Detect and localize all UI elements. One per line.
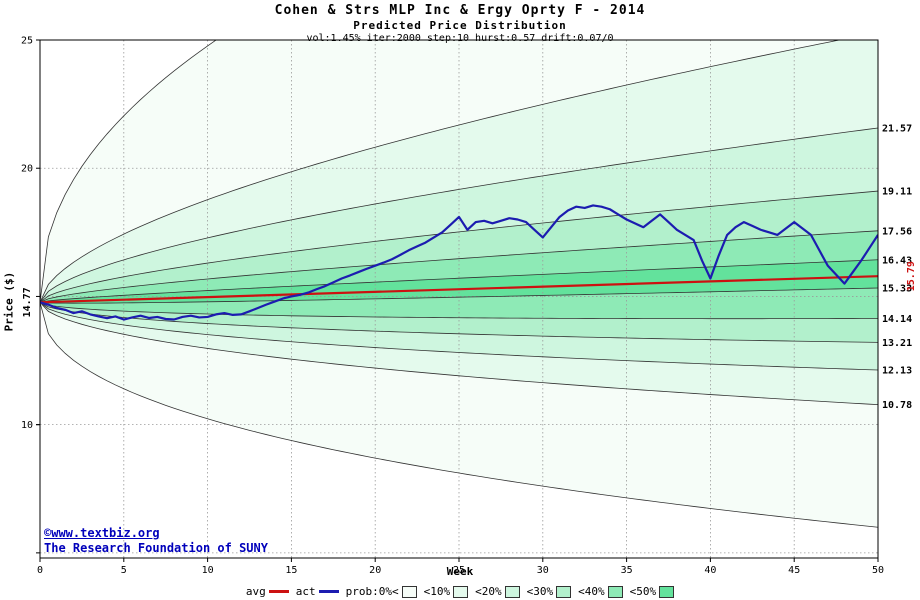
band-edge-top-<20%: [40, 127, 878, 303]
x-tick-label: 0: [37, 565, 43, 576]
y-axis-title: Price ($): [2, 271, 16, 332]
legend-band-2: <20%: [475, 585, 520, 598]
copyright-link[interactable]: ©www.textbiz.org: [44, 526, 160, 540]
legend-band-3-label: <30%: [526, 585, 554, 598]
band-edge-bottom-<20%: [40, 302, 878, 371]
band-edge-top-<50%: [40, 259, 878, 303]
legend-band-3: <30%: [527, 585, 572, 598]
band-edge-bottom-<10%: [40, 302, 878, 406]
x-tick-label: 5: [121, 565, 127, 576]
band-boundary-label: 21.57: [882, 123, 912, 134]
legend-band-4-swatch: [607, 585, 623, 598]
legend-band-4-label: <40%: [578, 585, 605, 598]
legend-band-4: <40%: [578, 585, 623, 598]
x-tick-label: 30: [537, 565, 549, 576]
band-edge-bottom-<50%: [40, 287, 878, 304]
band-boundary-label: 10.78: [882, 400, 912, 411]
start-price-label: 14.77: [22, 287, 33, 317]
avg-final-label: 15.79: [906, 261, 917, 291]
band-edge-top-<40%: [40, 230, 878, 303]
legend-avg: avg: [246, 585, 289, 598]
y-tick-label: 10: [21, 420, 33, 431]
chart-title: Cohen & Strs MLP Inc & Ergy Oprty F - 20…: [274, 3, 646, 18]
legend-band-3-swatch: [556, 585, 572, 598]
band-boundary-label: 16.43: [882, 255, 912, 266]
legend-band-1-swatch: [453, 585, 469, 598]
avg-line: [40, 275, 878, 304]
legend-band-2-swatch: [504, 585, 520, 598]
legend-band-1-label: <10%: [423, 585, 451, 598]
legend: avg act prob:0%< <10% <20% <30% <40% <50%: [0, 585, 920, 598]
x-tick-label: 25: [453, 565, 465, 576]
x-axis-title: Week: [446, 565, 474, 578]
band-edge-bottom-<40%: [40, 301, 878, 320]
x-tick-label: 35: [621, 565, 633, 576]
legend-band-0: prob:0%<: [346, 585, 417, 598]
legend-band-0-label: prob:0%<: [345, 585, 399, 598]
legend-band-2-label: <20%: [475, 585, 502, 598]
chart-header: Cohen & Strs MLP Inc & Ergy Oprty F - 20…: [0, 3, 920, 46]
band-boundary-label: 13.21: [882, 338, 912, 349]
chart-subtitle: Predicted Price Distribution: [353, 19, 567, 33]
chart-params: vol:1.45% iter:2000 step:10 hurst:0.57 d…: [306, 33, 614, 44]
band-edge-bottom-prob:0%<: [40, 302, 878, 528]
band-boundary-label: 15.33: [882, 283, 912, 294]
band-edge-top-<30%: [40, 190, 878, 303]
y-tick-label: 25: [21, 36, 33, 47]
legend-band-5-label: <50%: [629, 585, 657, 598]
band-edge-bottom-<30%: [40, 301, 878, 343]
legend-avg-swatch: [268, 590, 289, 593]
x-tick-label: 50: [872, 565, 884, 576]
x-tick-label: 45: [788, 565, 800, 576]
legend-band-0-swatch: [401, 585, 417, 598]
x-tick-label: 15: [285, 565, 297, 576]
legend-avg-label: avg: [245, 585, 266, 598]
band-edge-top-<10%: [40, 40, 842, 303]
y-tick-label: 20: [21, 164, 33, 175]
legend-act-label: act: [295, 585, 316, 598]
x-tick-label: 10: [202, 565, 214, 576]
legend-act-swatch: [318, 590, 339, 593]
band-boundary-label: 17.56: [882, 226, 912, 237]
org-link[interactable]: The Research Foundation of SUNY: [44, 541, 268, 555]
band-boundary-label: 14.14: [882, 314, 912, 325]
act-line: [40, 204, 878, 321]
band-boundary-label: 12.13: [882, 366, 912, 377]
band-edge-top-prob:0%<: [40, 40, 217, 303]
legend-band-5-swatch: [659, 585, 675, 598]
x-tick-label: 40: [704, 565, 716, 576]
legend-act: act: [296, 585, 339, 598]
band-boundary-label: 19.11: [882, 187, 912, 198]
plot-area: [40, 40, 878, 558]
x-tick-label: 20: [369, 565, 381, 576]
legend-band-5: <50%: [630, 585, 675, 598]
legend-band-1: <10%: [424, 585, 469, 598]
